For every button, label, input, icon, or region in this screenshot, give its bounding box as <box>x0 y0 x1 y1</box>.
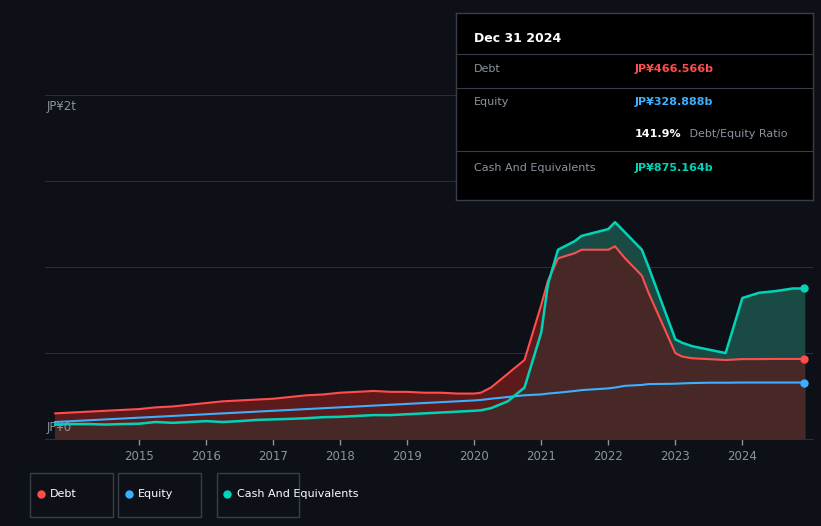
Text: Equity: Equity <box>474 97 509 107</box>
Text: Cash And Equivalents: Cash And Equivalents <box>474 163 595 173</box>
Text: Debt: Debt <box>50 489 77 500</box>
Text: 141.9%: 141.9% <box>635 129 681 139</box>
Text: Dec 31 2024: Dec 31 2024 <box>474 32 561 45</box>
Text: Equity: Equity <box>138 489 174 500</box>
Text: Debt/Equity Ratio: Debt/Equity Ratio <box>686 129 787 139</box>
Text: JP¥875.164b: JP¥875.164b <box>635 163 713 173</box>
Text: JP¥328.888b: JP¥328.888b <box>635 97 713 107</box>
Text: Debt: Debt <box>474 64 500 74</box>
Text: JP¥466.566b: JP¥466.566b <box>635 64 713 74</box>
Text: JP¥2t: JP¥2t <box>47 100 76 113</box>
Text: JP¥0: JP¥0 <box>47 421 71 434</box>
Text: Cash And Equivalents: Cash And Equivalents <box>237 489 359 500</box>
